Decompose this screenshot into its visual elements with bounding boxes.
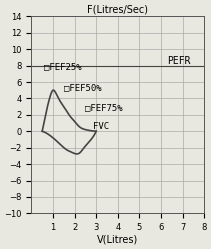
Text: □FEF50%: □FEF50% <box>64 83 101 92</box>
Title: F(Litres/Sec): F(Litres/Sec) <box>87 4 148 14</box>
Text: □FEF25%: □FEF25% <box>44 63 82 72</box>
Text: FVC: FVC <box>93 122 109 131</box>
Text: □FEF75%: □FEF75% <box>85 104 123 113</box>
Text: PEFR: PEFR <box>168 56 191 66</box>
X-axis label: V(Litres): V(Litres) <box>97 235 138 245</box>
